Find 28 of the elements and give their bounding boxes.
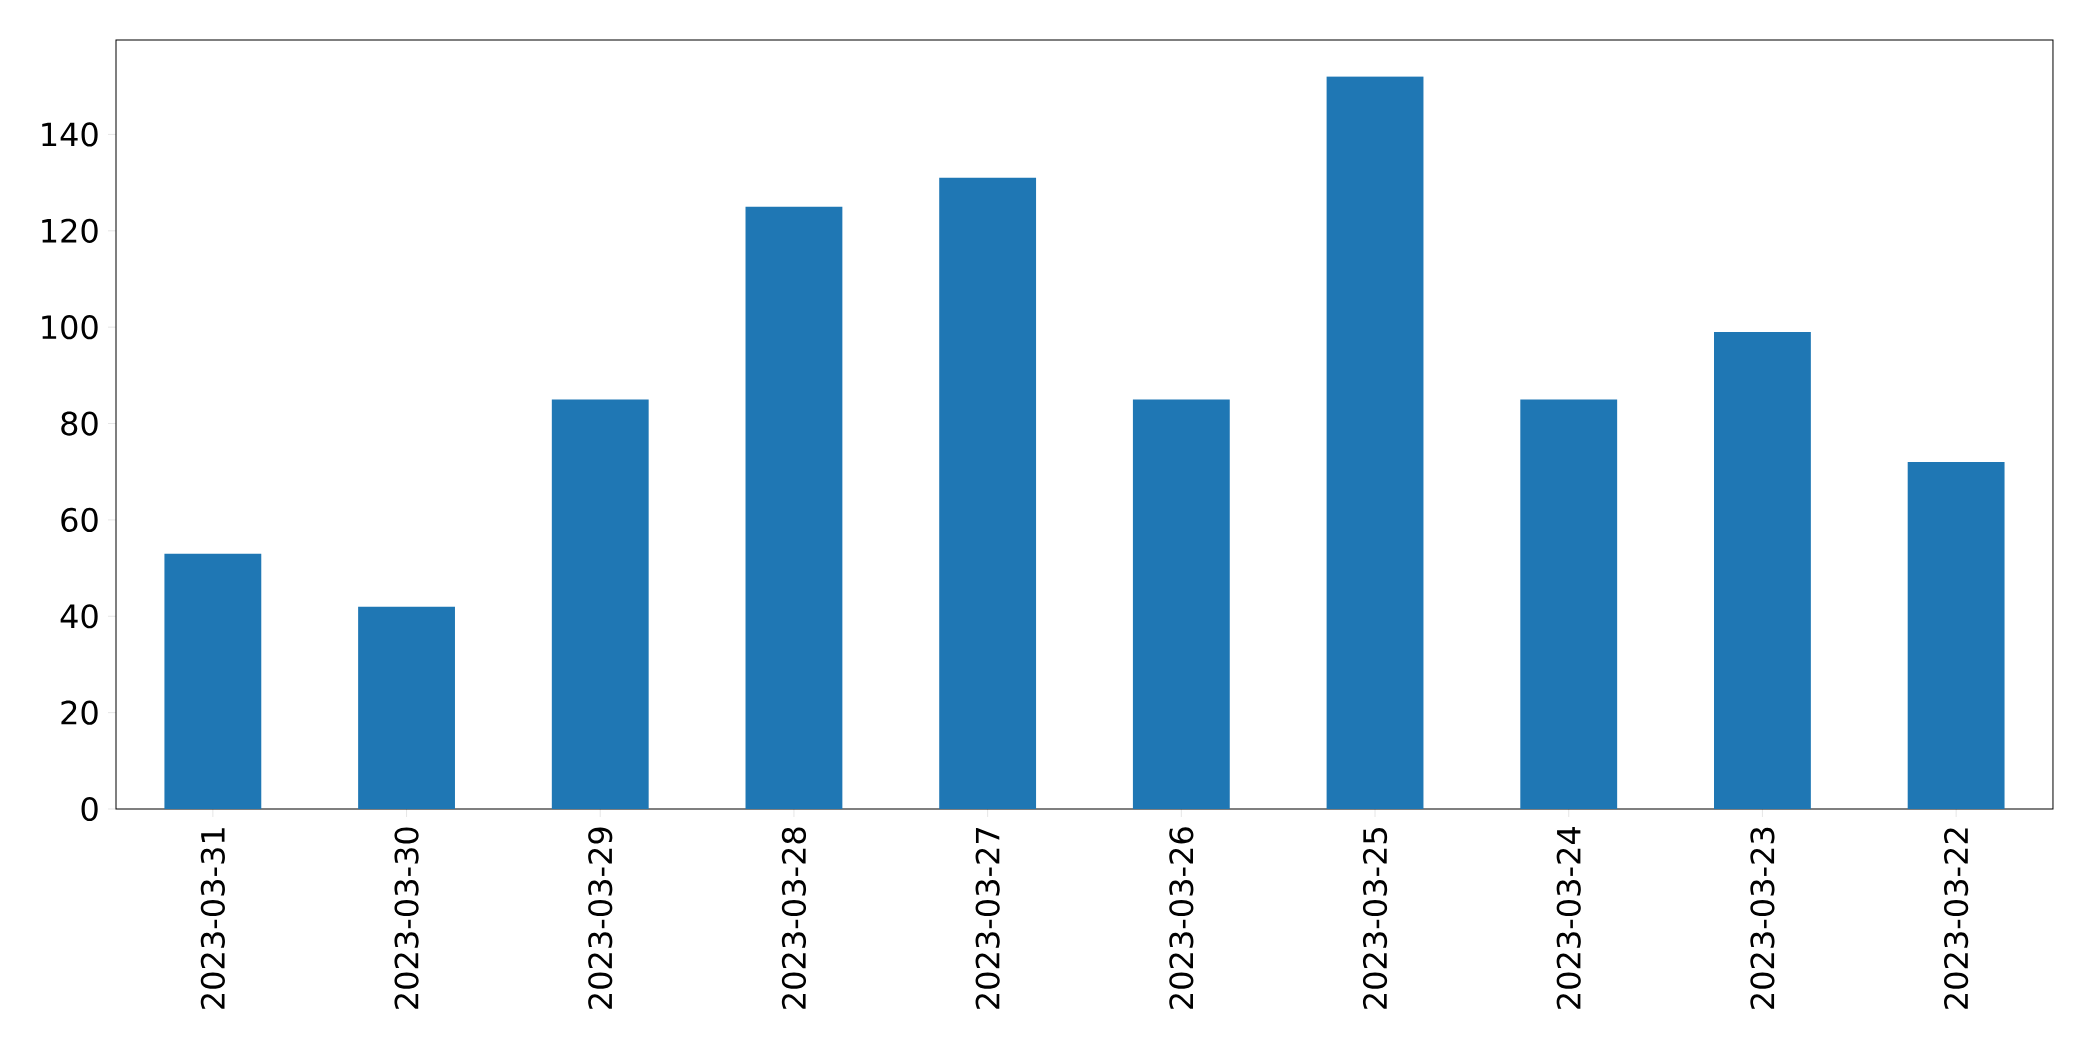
bar	[1132, 399, 1230, 809]
y-tick-label: 120	[42, 218, 98, 243]
x-tick-label: 2023-03-27	[975, 827, 1000, 1009]
bar	[551, 399, 649, 809]
bar	[939, 177, 1037, 809]
y-tick-label: 60	[61, 507, 98, 532]
x-tick-label: 2023-03-25	[1362, 828, 1388, 1009]
x-tick-label: 2023-03-23	[1750, 827, 1775, 1009]
y-tick-label: 20	[61, 700, 98, 725]
bar	[1520, 399, 1618, 809]
bar	[358, 606, 455, 809]
y-tick-label: 100	[42, 315, 98, 340]
bar	[1326, 76, 1424, 809]
y-tick-label: 80	[61, 411, 98, 436]
y-tick-label: 0	[81, 796, 98, 822]
x-tick-label: 2023-03-31	[200, 828, 225, 1009]
bar	[1907, 462, 2005, 809]
x-tick-label: 2023-03-29	[588, 827, 613, 1009]
x-tick-label: 2023-03-26	[1169, 827, 1194, 1009]
x-tick-label: 2023-03-24	[1556, 827, 1581, 1009]
x-tick-label: 2023-03-28	[781, 827, 807, 1009]
x-tick-label: 2023-03-22	[1944, 828, 1969, 1009]
y-tick-label: 140	[42, 122, 98, 147]
x-tick-label: 2023-03-30	[394, 827, 419, 1009]
bar	[745, 206, 843, 809]
y-tick-label: 40	[60, 604, 98, 629]
bar	[164, 553, 262, 809]
bar	[1714, 331, 1811, 809]
